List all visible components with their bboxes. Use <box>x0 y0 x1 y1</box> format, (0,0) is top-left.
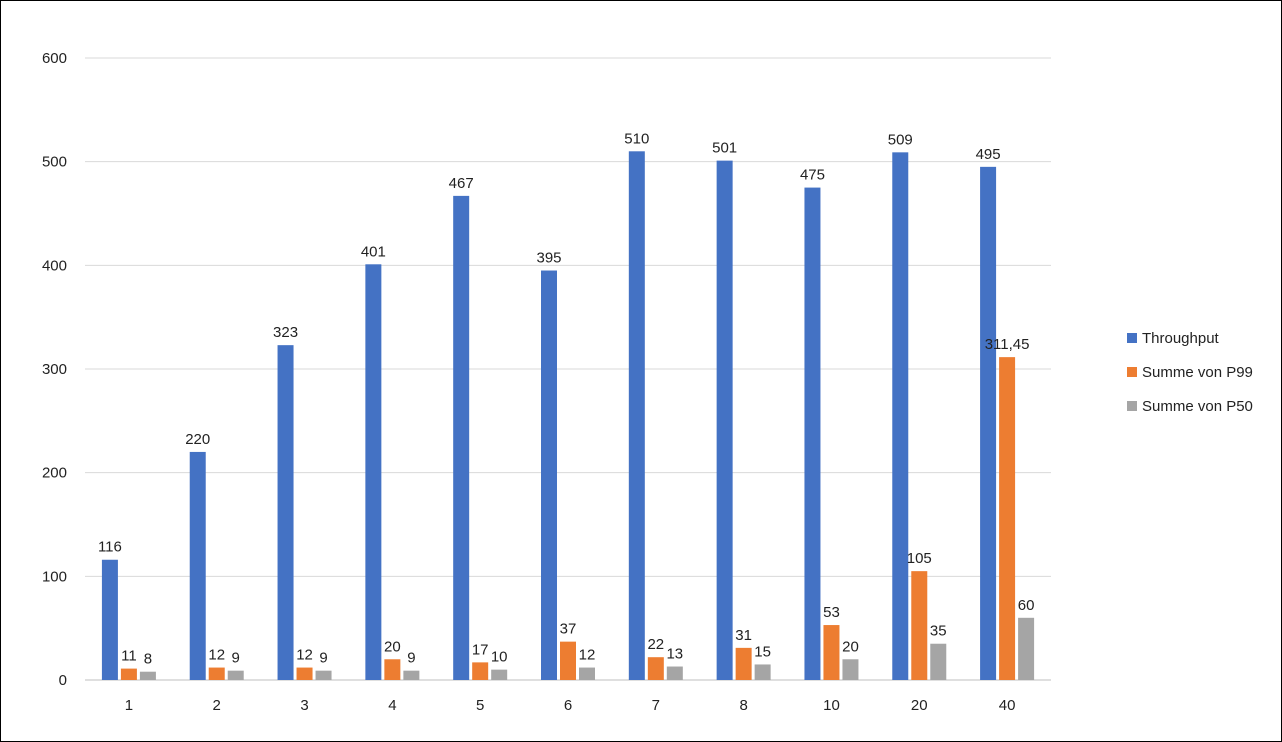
bar-throughput <box>628 151 645 681</box>
x-tick-label: 7 <box>652 697 660 714</box>
legend-label: Summe von P99 <box>1142 364 1253 381</box>
bar-summe-von-p50 <box>930 643 947 680</box>
bar-summe-von-p50 <box>315 670 332 680</box>
data-label: 9 <box>407 650 415 667</box>
y-tick-label: 500 <box>42 154 67 171</box>
data-label: 20 <box>384 638 401 655</box>
legend-swatch <box>1127 367 1137 377</box>
data-label: 395 <box>536 250 561 267</box>
bar-summe-von-p50 <box>1018 617 1035 680</box>
data-label: 475 <box>800 167 825 184</box>
x-tick-label: 6 <box>564 697 572 714</box>
data-label: 9 <box>319 650 327 667</box>
y-tick-label: 200 <box>42 465 67 482</box>
x-tick-label: 10 <box>823 697 840 714</box>
data-label: 401 <box>361 243 386 260</box>
data-label: 323 <box>273 324 298 341</box>
data-label: 17 <box>472 641 489 658</box>
data-label: 11 <box>121 648 137 665</box>
bar-throughput <box>101 559 118 680</box>
bar-summe-von-p50 <box>403 670 420 680</box>
bar-summe-von-p99 <box>560 641 576 680</box>
data-label: 60 <box>1018 597 1035 614</box>
data-label: 311,45 <box>985 336 1030 353</box>
data-label: 116 <box>98 539 122 556</box>
x-tick-label: 2 <box>213 697 221 714</box>
y-tick-label: 0 <box>59 672 67 689</box>
data-label: 495 <box>976 146 1001 163</box>
bar-throughput <box>892 152 909 680</box>
bar-summe-von-p99 <box>911 571 928 680</box>
bar-summe-von-p50 <box>842 659 859 680</box>
bar-summe-von-p99 <box>120 668 137 680</box>
bar-summe-von-p50 <box>139 671 156 680</box>
bar-throughput <box>365 264 382 680</box>
data-label: 12 <box>579 647 596 664</box>
data-label: 501 <box>712 140 737 157</box>
bars <box>101 151 1035 681</box>
legend-label: Summe von P50 <box>1142 398 1253 415</box>
y-axis-tick-labels: 0 100 200 300 400 500 600 <box>42 50 67 689</box>
data-label: 220 <box>185 431 210 448</box>
x-tick-label: 3 <box>300 697 308 714</box>
y-tick-label: 300 <box>42 361 67 378</box>
bar-throughput <box>277 345 294 680</box>
x-tick-label: 4 <box>388 697 396 714</box>
data-label: 12 <box>208 647 225 664</box>
bar-throughput <box>804 187 821 681</box>
legend: Throughput Summe von P99 Summe von P50 <box>1127 330 1253 415</box>
y-tick-label: 600 <box>42 50 67 67</box>
y-tick-label: 400 <box>42 257 67 274</box>
gridlines <box>85 57 1051 681</box>
bar-summe-von-p50 <box>754 664 771 680</box>
y-tick-label: 100 <box>42 568 67 585</box>
data-label: 9 <box>232 650 240 667</box>
data-label: 53 <box>823 604 840 621</box>
bar-summe-von-p50 <box>579 667 595 680</box>
data-label: 13 <box>666 646 683 663</box>
data-label: 12 <box>296 647 313 664</box>
data-label: 10 <box>491 649 508 666</box>
bar-throughput <box>541 270 557 680</box>
x-tick-label: 5 <box>476 697 484 714</box>
data-label: 35 <box>930 623 947 640</box>
x-tick-label: 20 <box>911 697 928 714</box>
x-tick-label: 1 <box>125 697 133 714</box>
bar-summe-von-p99 <box>208 667 225 680</box>
bar-summe-von-p99 <box>823 625 840 680</box>
x-tick-label: 8 <box>739 697 747 714</box>
x-tick-label: 40 <box>999 697 1016 714</box>
bar-summe-von-p99 <box>735 647 752 680</box>
data-label: 15 <box>754 643 771 660</box>
bar-throughput <box>453 195 470 681</box>
bar-summe-von-p99 <box>384 659 401 680</box>
data-label: 31 <box>735 627 752 644</box>
data-label: 105 <box>907 550 932 567</box>
x-axis-tick-labels: 1 2 3 4 5 6 7 8 10 20 40 <box>125 697 1016 714</box>
bar-throughput <box>189 451 206 680</box>
data-label: 20 <box>842 638 859 655</box>
bar-summe-von-p50 <box>227 670 244 680</box>
bar-throughput <box>716 160 733 680</box>
data-label: 510 <box>624 130 649 147</box>
bar-summe-von-p99 <box>999 357 1016 680</box>
data-label: 467 <box>449 175 474 192</box>
bar-summe-von-p99 <box>296 667 313 680</box>
data-label: 8 <box>144 651 152 668</box>
legend-label: Throughput <box>1142 330 1220 347</box>
data-label: 37 <box>560 621 577 638</box>
legend-swatch <box>1127 333 1137 343</box>
bar-summe-von-p99 <box>647 657 664 680</box>
bar-summe-von-p50 <box>491 669 508 680</box>
data-label: 22 <box>647 636 664 653</box>
legend-swatch <box>1127 401 1137 411</box>
bar-throughput <box>980 166 997 681</box>
data-label: 509 <box>888 131 913 148</box>
bar-summe-von-p50 <box>666 666 683 680</box>
bar-summe-von-p99 <box>472 662 489 680</box>
